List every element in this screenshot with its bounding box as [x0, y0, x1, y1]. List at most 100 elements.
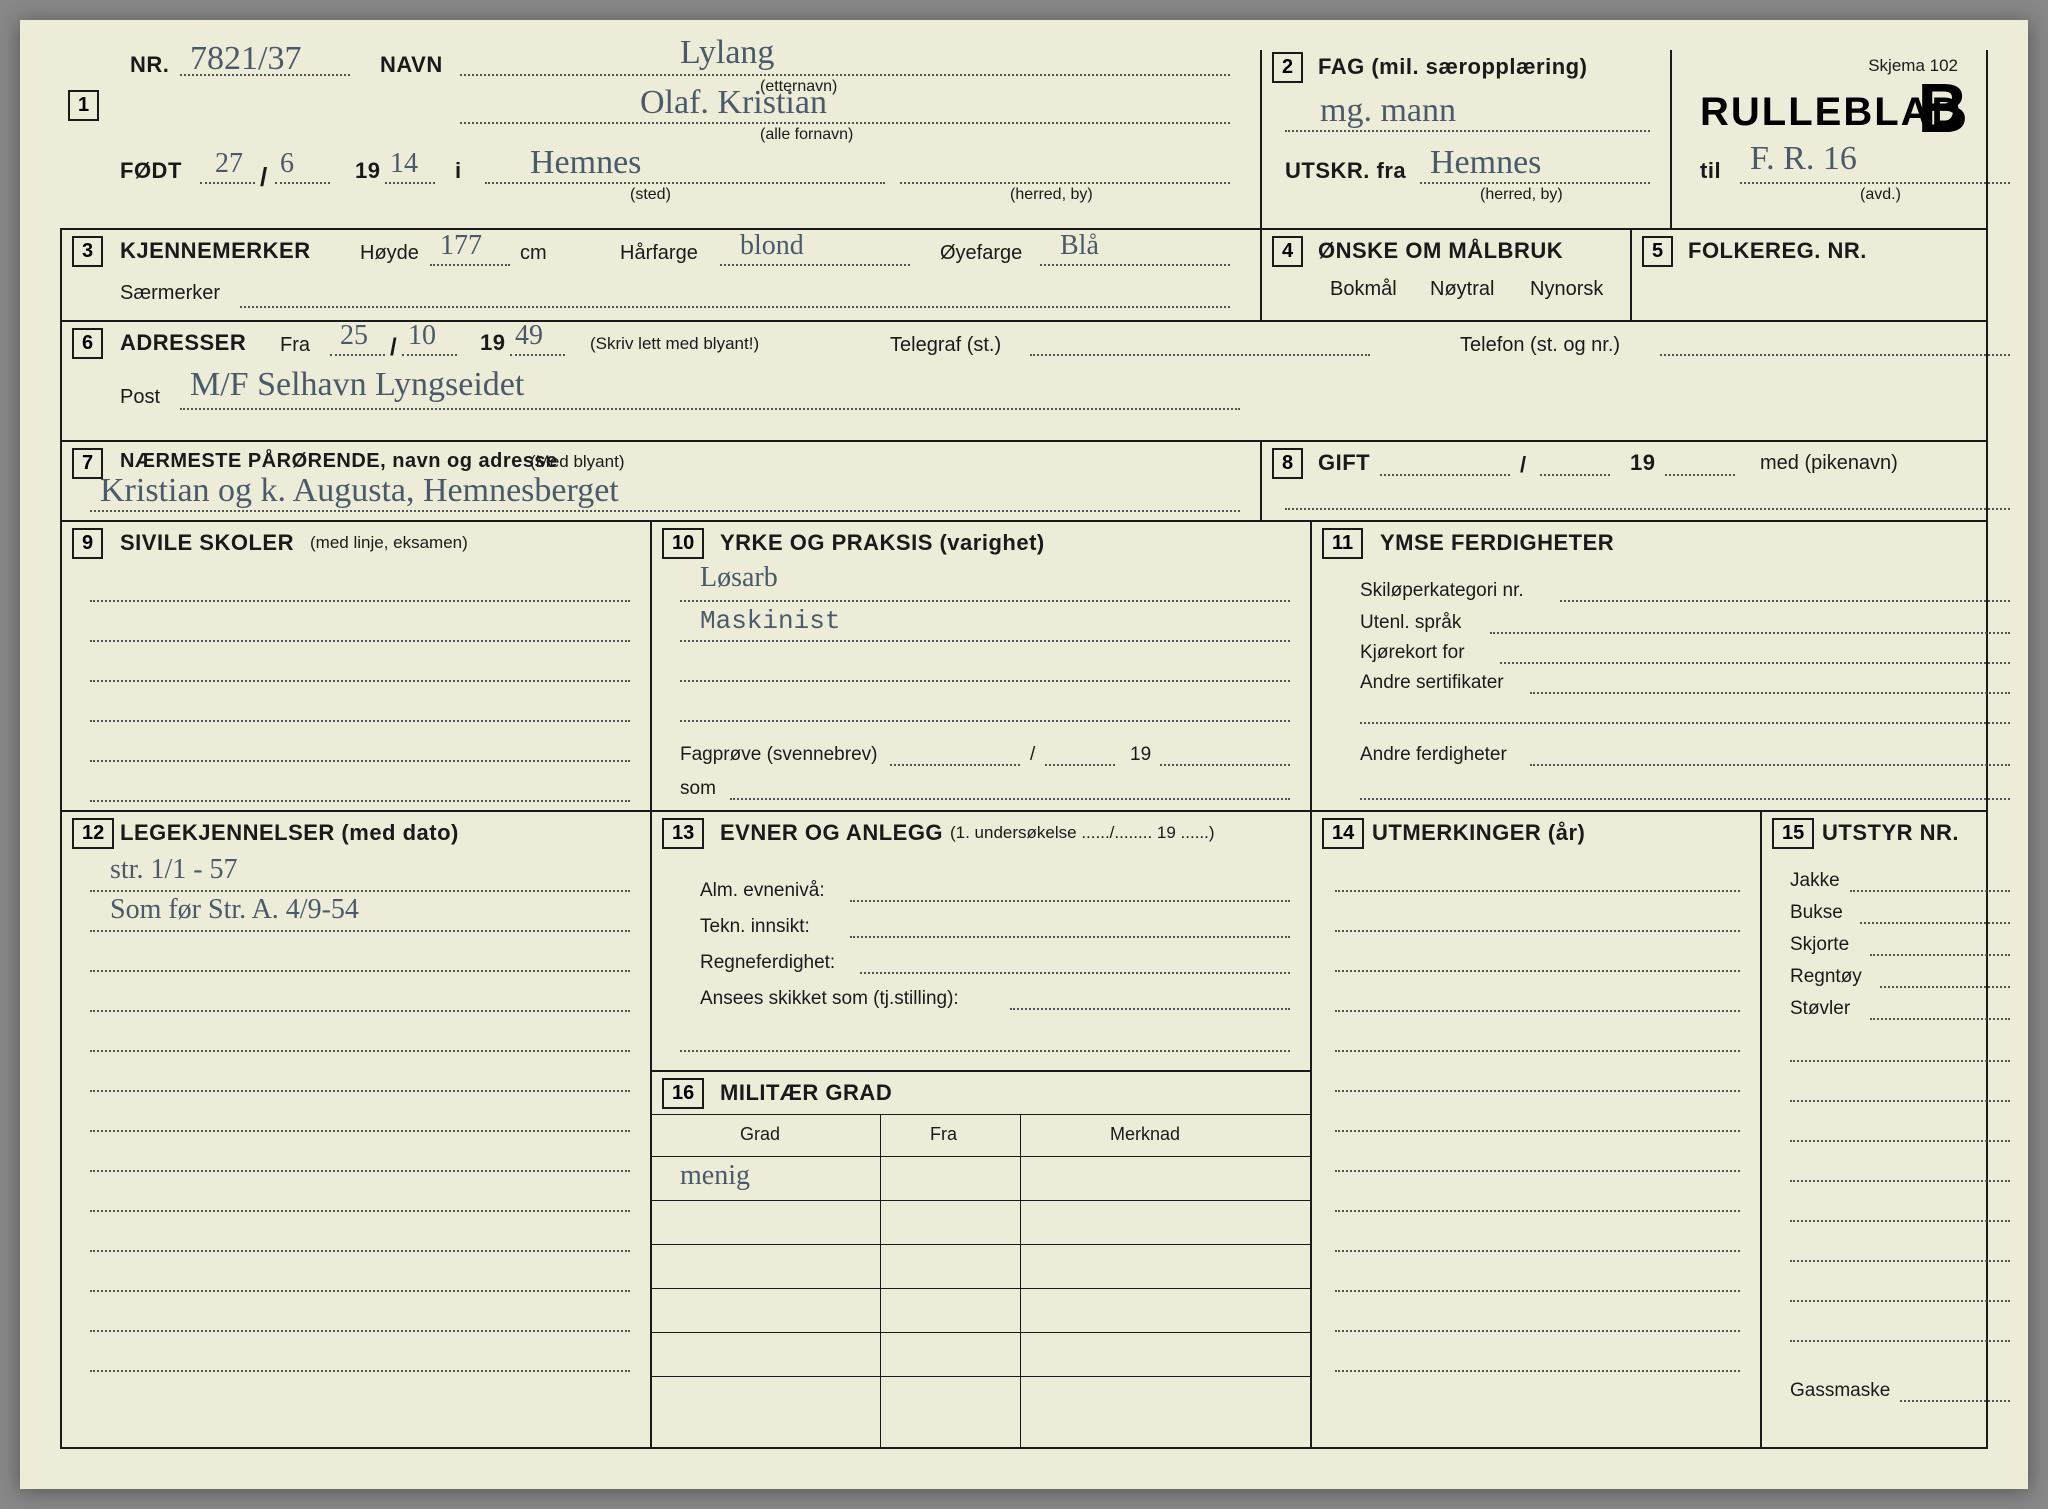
andre-ferd-label: Andre ferdigheter: [1360, 744, 1507, 766]
oyefarge-label: Øyefarge: [940, 242, 1022, 265]
fagprove-19: 19: [1130, 744, 1151, 766]
utskr-from: Hemnes: [1430, 146, 1541, 180]
militar-label: MILITÆR GRAD: [720, 1080, 892, 1106]
box-5-number: 5: [1642, 236, 1673, 267]
grad-col: Grad: [740, 1124, 780, 1145]
evner-label: EVNER OG ANLEGG: [720, 820, 943, 846]
bukse-label: Bukse: [1790, 902, 1843, 924]
parorende-label: NÆRMESTE PÅRØRENDE, navn og adresse: [120, 450, 558, 473]
parorende-value: Kristian og k. Augusta, Hemnesberget: [100, 474, 619, 508]
hoyde-value: 177: [440, 232, 482, 260]
gift-med-label: med (pikenavn): [1760, 452, 1898, 475]
letter-b: B: [1917, 68, 1968, 148]
hoyde-label: Høyde: [360, 242, 419, 265]
fag-label: FAG (mil. særopplæring): [1318, 54, 1587, 80]
lege-line1: str. 1/1 - 57: [110, 856, 238, 884]
navn-label: NAVN: [380, 52, 443, 78]
utskr-label: UTSKR. fra: [1285, 158, 1406, 184]
post-value: M/F Selhavn Lyngseidet: [190, 368, 524, 402]
etternavn-value: Lylang: [680, 36, 774, 70]
box-6-number: 6: [72, 328, 103, 359]
lege-line2: Som før Str. A. 4/9-54: [110, 896, 359, 924]
fra-day: 25: [340, 322, 368, 350]
fornavn-value: Olaf. Kristian: [640, 86, 827, 120]
skjorte-label: Skjorte: [1790, 934, 1849, 956]
box-14-number: 14: [1322, 818, 1364, 849]
post-label: Post: [120, 386, 160, 409]
grad-value: menig: [680, 1162, 750, 1190]
fag-value: mg. mann: [1320, 94, 1456, 128]
sivile-label: SIVILE SKOLER: [120, 530, 294, 556]
regntoy-label: Regntøy: [1790, 966, 1862, 988]
box-12-number: 12: [72, 818, 114, 849]
fra-col: Fra: [930, 1124, 957, 1145]
hoyde-unit: cm: [520, 242, 547, 265]
nr-value: 7821/37: [190, 42, 301, 76]
folkereg-label: FOLKEREG. NR.: [1688, 238, 1867, 264]
box-3-number: 3: [72, 236, 103, 267]
box-13-number: 13: [662, 818, 704, 849]
fra-19: 19: [480, 330, 505, 356]
legekjennelser-label: LEGEKJENNELSER (med dato): [120, 820, 459, 846]
kjennemerker-label: KJENNEMERKER: [120, 238, 311, 264]
fodt-month: 6: [280, 150, 294, 178]
telegraf-label: Telegraf (st.): [890, 334, 1001, 357]
utmerkinger-label: UTMERKINGER (år): [1372, 820, 1585, 846]
fra-month: 10: [408, 322, 436, 350]
ansees-label: Ansees skikket som (tj.stilling):: [700, 988, 959, 1010]
harfarge-value: blond: [740, 232, 804, 260]
nynorsk-opt: Nynorsk: [1530, 278, 1603, 301]
yrke-label: YRKE OG PRAKSIS (varighet): [720, 530, 1045, 556]
yrke-value1: Løsarb: [700, 564, 778, 592]
box-15-number: 15: [1772, 818, 1814, 849]
fodt-year: 14: [390, 150, 418, 178]
fodt-sted: Hemnes: [530, 146, 641, 180]
fodt-19: 19: [355, 158, 380, 184]
oyefarge-value: Blå: [1060, 232, 1099, 260]
andre-sert-label: Andre sertifikater: [1360, 672, 1504, 694]
ski-label: Skiløperkategori nr.: [1360, 580, 1524, 602]
sted-sub: (sted): [630, 186, 671, 204]
harfarge-label: Hårfarge: [620, 242, 698, 265]
alm-label: Alm. evnenivå:: [700, 880, 825, 902]
gift-label: GIFT: [1318, 450, 1370, 476]
fagprove-label: Fagprøve (svennebrev): [680, 744, 877, 766]
fodt-day: 27: [215, 150, 243, 178]
kjorekort-label: Kjørekort for: [1360, 642, 1465, 664]
form-layout: 1 NR. 7821/37 NAVN Lylang (etternavn) Ol…: [60, 50, 1988, 1449]
box-2-number: 2: [1272, 52, 1303, 83]
saermerker-label: Særmerker: [120, 282, 220, 305]
malbruk-label: ØNSKE OM MÅLBRUK: [1318, 238, 1563, 264]
yrke-value2: Maskinist: [700, 606, 840, 636]
fra-year: 49: [515, 322, 543, 350]
box-11-number: 11: [1322, 528, 1363, 559]
stovler-label: Støvler: [1790, 998, 1850, 1020]
nr-label: NR.: [130, 52, 169, 78]
fodt-i: i: [455, 158, 462, 184]
regne-label: Regneferdighet:: [700, 952, 835, 974]
fornavn-sub: (alle fornavn): [760, 126, 853, 144]
sivile-note: (med linje, eksamen): [310, 533, 468, 553]
military-record-card: 1 NR. 7821/37 NAVN Lylang (etternavn) Ol…: [20, 20, 2028, 1489]
som-label: som: [680, 778, 716, 800]
gift-19: 19: [1630, 450, 1655, 476]
gassmaske-label: Gassmaske: [1790, 1380, 1890, 1402]
box-4-number: 4: [1272, 236, 1303, 267]
parorende-note: (Med blyant): [530, 452, 624, 472]
evner-sub: (1. undersøkelse ....../........ 19 ....…: [950, 823, 1215, 843]
til-label: til: [1700, 158, 1721, 184]
fagprove-slash: /: [1030, 744, 1035, 766]
box-7-number: 7: [72, 448, 103, 479]
herred-sub: (herred, by): [1010, 186, 1093, 204]
ymse-label: YMSE FERDIGHETER: [1380, 530, 1614, 556]
adresser-label: ADRESSER: [120, 330, 246, 356]
box-1-number: 1: [68, 90, 99, 121]
tekn-label: Tekn. innsikt:: [700, 916, 810, 938]
box-9-number: 9: [72, 528, 103, 559]
jakke-label: Jakke: [1790, 870, 1840, 892]
skriv-note: (Skriv lett med blyant!): [590, 334, 759, 354]
box-10-number: 10: [662, 528, 704, 559]
telefon-label: Telefon (st. og nr.): [1460, 334, 1620, 357]
til-value: F. R. 16: [1750, 142, 1857, 176]
til-sub: (avd.): [1860, 186, 1901, 204]
